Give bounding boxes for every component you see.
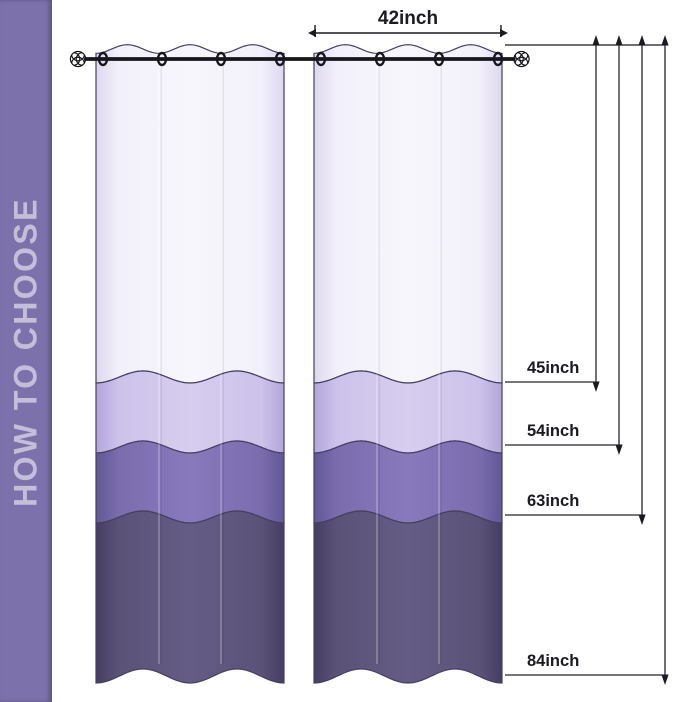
svg-text:42inch: 42inch [378,8,438,29]
svg-text:63inch: 63inch [527,492,579,510]
svg-text:45inch: 45inch [527,359,579,377]
svg-text:54inch: 54inch [527,422,579,440]
svg-text:84inch: 84inch [527,652,579,670]
